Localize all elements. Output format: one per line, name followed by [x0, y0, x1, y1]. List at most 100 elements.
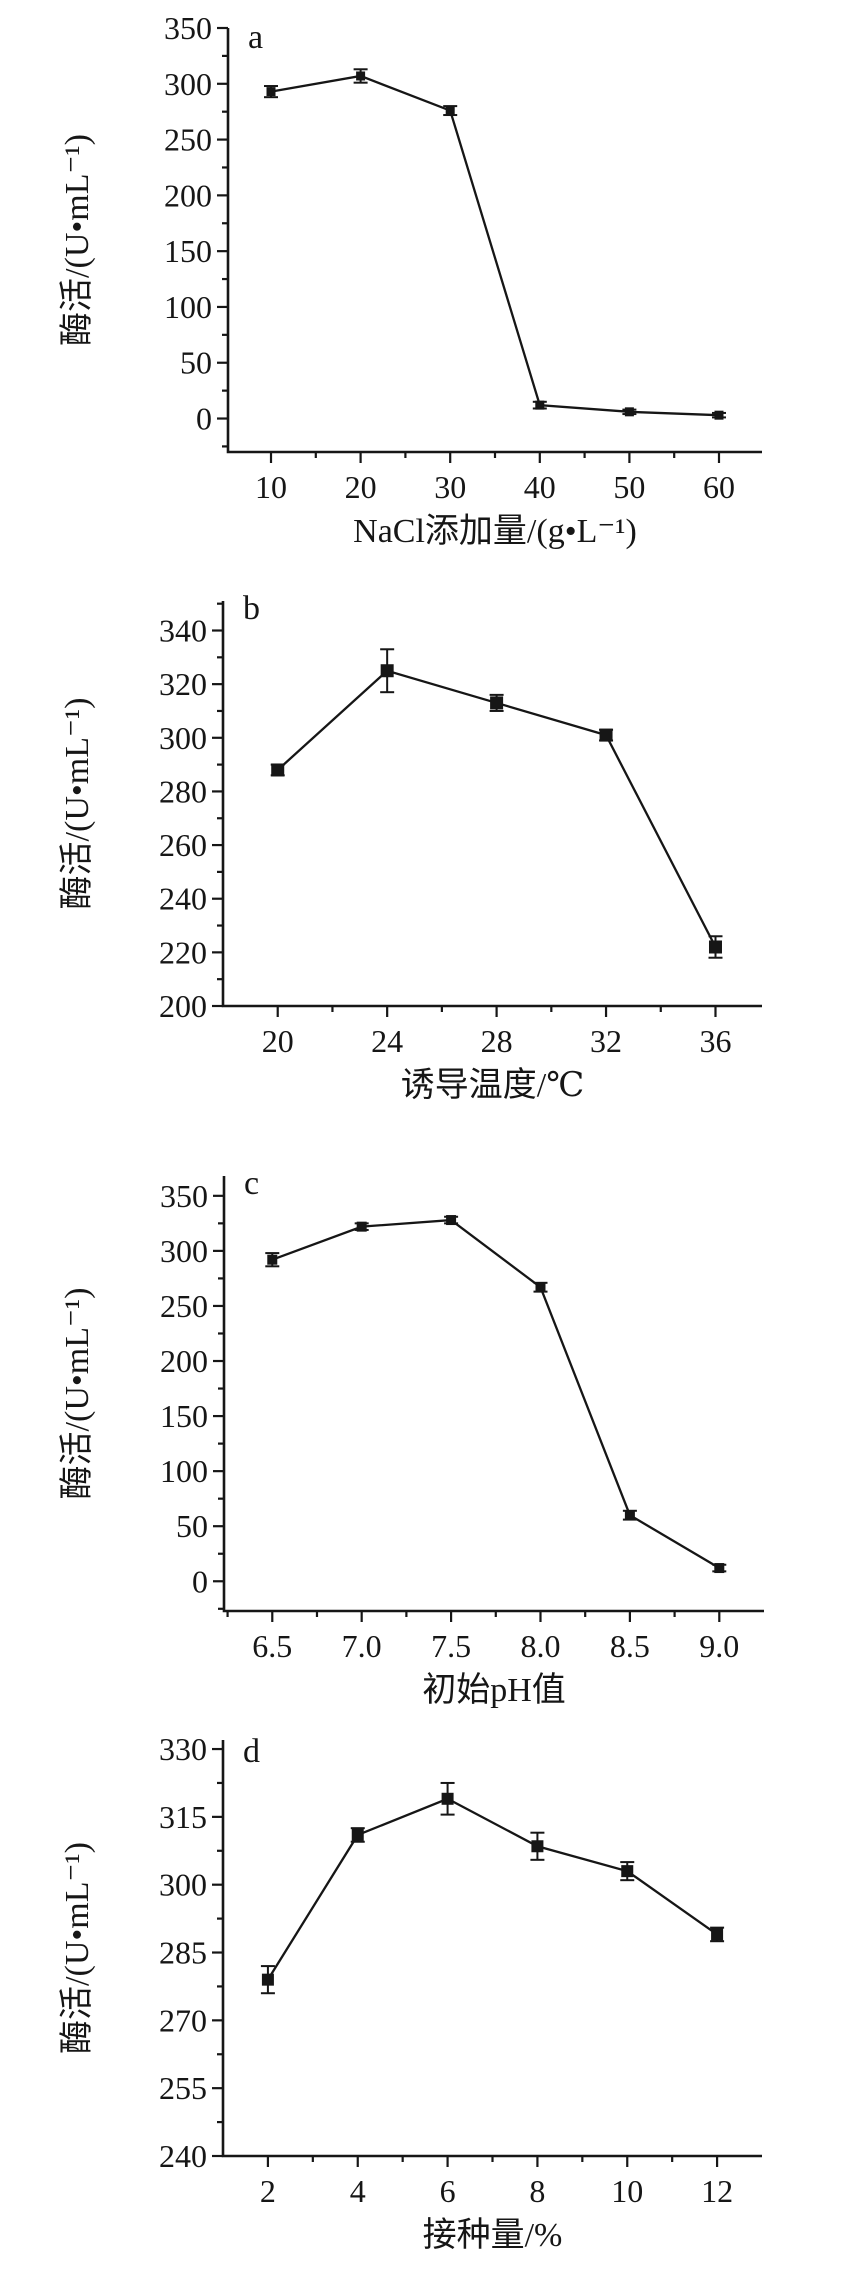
data-point-marker: [446, 1215, 457, 1226]
y-axis-title: 酶活/(U•mL⁻¹): [58, 134, 96, 346]
y-tick-label: 300: [159, 1867, 207, 1903]
data-points: [271, 664, 722, 954]
y-axis-title: 酶活/(U•mL⁻¹): [58, 1288, 96, 1500]
error-bars: [270, 648, 723, 959]
x-axis-title: NaCl添加量/(g•L⁻¹): [353, 513, 637, 550]
y-tick-label: 255: [159, 2070, 207, 2106]
y-tick-label: 250: [160, 1288, 208, 1324]
y-tick-label: 150: [164, 233, 212, 269]
data-point-marker: [490, 696, 504, 710]
chart-c-plot: 0 50 100 150 200 250 300 350 6.5 7.0 7.5 8.0 8.5 9.0 c…: [58, 1165, 764, 1709]
data-point-marker: [535, 400, 545, 410]
data-points: [267, 1215, 725, 1574]
x-tick-label: 7.0: [342, 1628, 382, 1664]
x-tick-label: 12: [701, 2173, 733, 2209]
axes: [226, 28, 762, 454]
y-tick-label: 260: [159, 827, 207, 863]
data-point-marker: [624, 1510, 635, 1521]
x-tick-label: 60: [703, 469, 735, 505]
data-point-marker: [351, 1828, 364, 1841]
data-point-marker: [356, 1221, 367, 1232]
x-tick-label: 10: [611, 2173, 643, 2209]
chart-panel-a: 0 50 100 150 200 250 300 350 10 20 30 40 50 60 a NaCl添加…: [0, 0, 854, 571]
x-tick-label: 7.5: [431, 1628, 471, 1664]
x-tick-label: 36: [699, 1023, 731, 1059]
y-tick-label: 350: [160, 1178, 208, 1214]
y-tick-label: 50: [176, 1508, 208, 1544]
panel-letter: b: [243, 590, 260, 627]
x-tick-label: 30: [434, 469, 466, 505]
data-point-marker: [621, 1865, 634, 1878]
x-axis-title: 接种量/%: [423, 2217, 563, 2254]
chart-b-plot: 200 220 240 260 280 300 320 340 20 24 28 32 36 b 诱导温度/…: [58, 590, 762, 1104]
y-tick-label: 0: [192, 1563, 208, 1599]
y-tick-label: 300: [164, 66, 212, 102]
data-point-marker: [599, 728, 613, 742]
panel-letter: d: [243, 1733, 260, 1770]
panel-letter: c: [244, 1165, 259, 1202]
data-point-marker: [356, 71, 366, 81]
x-tick-label: 50: [613, 469, 645, 505]
x-axis-title: 初始pH值: [422, 1671, 566, 1709]
data-point-marker: [714, 1563, 725, 1574]
data-point-marker: [531, 1840, 544, 1853]
axis-ticks: [213, 1194, 721, 1622]
y-tick-label: 280: [159, 773, 207, 809]
panel-letter: a: [248, 19, 263, 56]
y-tick-label: 340: [159, 613, 207, 649]
y-tick-label: 100: [160, 1453, 208, 1489]
x-tick-label: 40: [524, 469, 556, 505]
data-point-marker: [271, 763, 285, 777]
y-tick-label: 100: [164, 289, 212, 325]
x-tick-label: 28: [481, 1023, 513, 1059]
y-axis-title: 酶活/(U•mL⁻¹): [58, 1842, 96, 2054]
x-tick-label: 9.0: [699, 1628, 739, 1664]
y-tick-label: 250: [164, 122, 212, 158]
tick-labels: 0 50 100 150 200 250 300 350 6.5 7.0 7.5 8.0 8.5 9.0: [160, 1178, 739, 1664]
y-tick-label: 330: [159, 1731, 207, 1767]
x-tick-label: 8.5: [610, 1628, 650, 1664]
chart-panel-c: 0 50 100 150 200 250 300 350 6.5 7.0 7.5 8.0 8.5 9.0 c…: [0, 1142, 854, 1713]
y-tick-label: 200: [160, 1343, 208, 1379]
y-tick-label: 240: [159, 881, 207, 917]
y-tick-label: 50: [180, 345, 212, 381]
y-tick-label: 285: [159, 1935, 207, 1971]
axes: [221, 601, 762, 1008]
data-point-marker: [714, 410, 724, 420]
y-axis-title: 酶活/(U•mL⁻¹): [58, 698, 96, 910]
y-tick-label: 320: [159, 666, 207, 702]
y-tick-label: 200: [159, 988, 207, 1024]
y-tick-label: 0: [196, 401, 212, 437]
x-tick-label: 2: [260, 2173, 276, 2209]
chart-panel-d: 240 255 270 285 300 315 330 2 4 6 8 10 12 d 接种量/% 酶活/(U…: [0, 1713, 854, 2285]
data-line: [276, 669, 717, 948]
data-point-marker: [535, 1282, 546, 1293]
data-point-marker: [624, 407, 634, 417]
axes: [221, 1740, 762, 2158]
x-tick-label: 6.5: [252, 1628, 292, 1664]
y-tick-label: 240: [159, 2138, 207, 2174]
tick-labels: 240 255 270 285 300 315 330 2 4 6 8 10 12: [159, 1731, 733, 2209]
error-bars: [265, 1215, 727, 1573]
chart-d-plot: 240 255 270 285 300 315 330 2 4 6 8 10 12 d 接种量/% 酶活/(U…: [58, 1731, 762, 2254]
x-axis-title: 诱导温度/℃: [401, 1066, 584, 1104]
data-point-marker: [266, 87, 276, 97]
x-tick-label: 10: [255, 469, 287, 505]
data-point-marker: [261, 1973, 274, 1986]
data-point-marker: [441, 1792, 454, 1805]
x-tick-label: 8: [529, 2173, 545, 2209]
data-line: [266, 1797, 718, 1981]
data-point-marker: [711, 1928, 724, 1941]
tick-labels: 0 50 100 150 200 250 300 350 10 20 30 40 50 60: [164, 10, 735, 505]
x-tick-label: 20: [345, 469, 377, 505]
y-tick-label: 350: [164, 10, 212, 46]
data-points: [266, 71, 724, 420]
y-tick-label: 220: [159, 934, 207, 970]
x-tick-label: 20: [262, 1023, 294, 1059]
y-tick-label: 300: [160, 1233, 208, 1269]
y-tick-label: 270: [159, 2002, 207, 2038]
axis-ticks: [212, 602, 717, 1017]
chart-a-plot: 0 50 100 150 200 250 300 350 10 20 30 40 50 60 a NaCl添加…: [58, 10, 762, 550]
axes: [222, 1176, 764, 1613]
